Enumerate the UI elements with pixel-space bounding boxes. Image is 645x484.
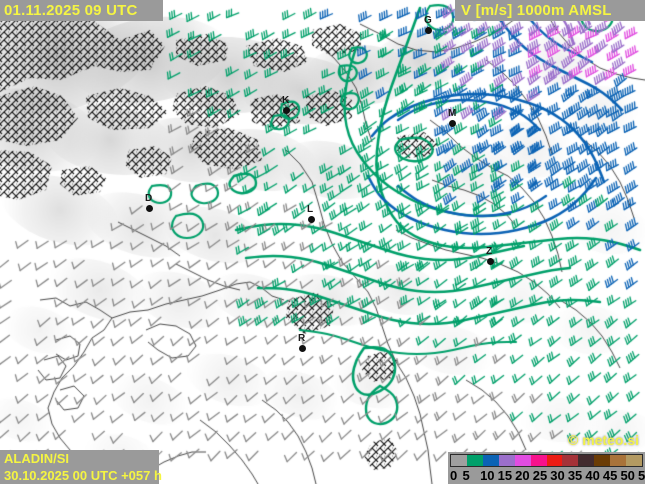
model-run-label: 30.10.2025 00 UTC +057 h [4, 468, 162, 483]
city-label-l: L [307, 204, 314, 215]
city-label-m: M [448, 108, 457, 119]
legend-tick-25: 25 [532, 468, 548, 483]
legend-swatch-5 [530, 455, 547, 466]
legend-swatch-10 [610, 455, 627, 466]
legend-tick-50: 50 [620, 468, 635, 483]
city-label-r: R [298, 333, 306, 344]
legend-swatch-0 [451, 455, 467, 466]
legend-swatch-2 [482, 455, 499, 466]
legend-tick-55: 55 [638, 468, 645, 483]
legend-swatch-9 [594, 455, 611, 466]
city-label-z: Z [486, 246, 493, 257]
model-info-panel: ALADIN/SI 30.10.2025 00 UTC +057 h [0, 450, 162, 484]
legend-swatch-1 [466, 455, 483, 466]
legend-tick-35: 35 [567, 468, 583, 483]
legend-tick-0: 0 [450, 468, 458, 483]
legend-tick-30: 30 [550, 468, 565, 483]
legend-swatch-6 [546, 455, 563, 466]
legend-tick-labels: 05 10152025303540455055 [448, 467, 645, 484]
city-dot-l [308, 216, 315, 223]
legend-swatch-7 [562, 455, 579, 466]
model-name-label: ALADIN/SI [4, 451, 69, 466]
valid-time-label: 01.11.2025 09 UTC [0, 0, 163, 21]
city-dot-k [283, 107, 290, 114]
legend-tick-15: 15 [497, 468, 513, 483]
legend-tick-40: 40 [585, 468, 600, 483]
legend-swatch-8 [578, 455, 595, 466]
city-dot-d [146, 205, 153, 212]
city-label-k: K [282, 95, 290, 106]
city-label-g: G [424, 15, 432, 26]
city-dot-r [299, 345, 306, 352]
city-dot-g [425, 27, 432, 34]
legend-tick-10: 10 [480, 468, 495, 483]
city-label-d: D [145, 193, 153, 204]
legend-tick-45: 45 [602, 468, 618, 483]
legend-swatch-11 [626, 455, 643, 466]
legend-tick-20: 20 [515, 468, 530, 483]
color-scale-legend: 05 10152025303540455055 [448, 452, 645, 484]
legend-tick-5: 5 [462, 468, 470, 483]
field-title-label: V [m/s] 1000m AMSL [455, 0, 645, 21]
legend-swatch-4 [514, 455, 531, 466]
legend-swatch-strip [450, 454, 643, 467]
city-dot-m [449, 120, 456, 127]
city-dot-z [487, 258, 494, 265]
legend-swatch-3 [498, 455, 515, 466]
meteo-si-watermark: © meteo.si [567, 432, 639, 448]
